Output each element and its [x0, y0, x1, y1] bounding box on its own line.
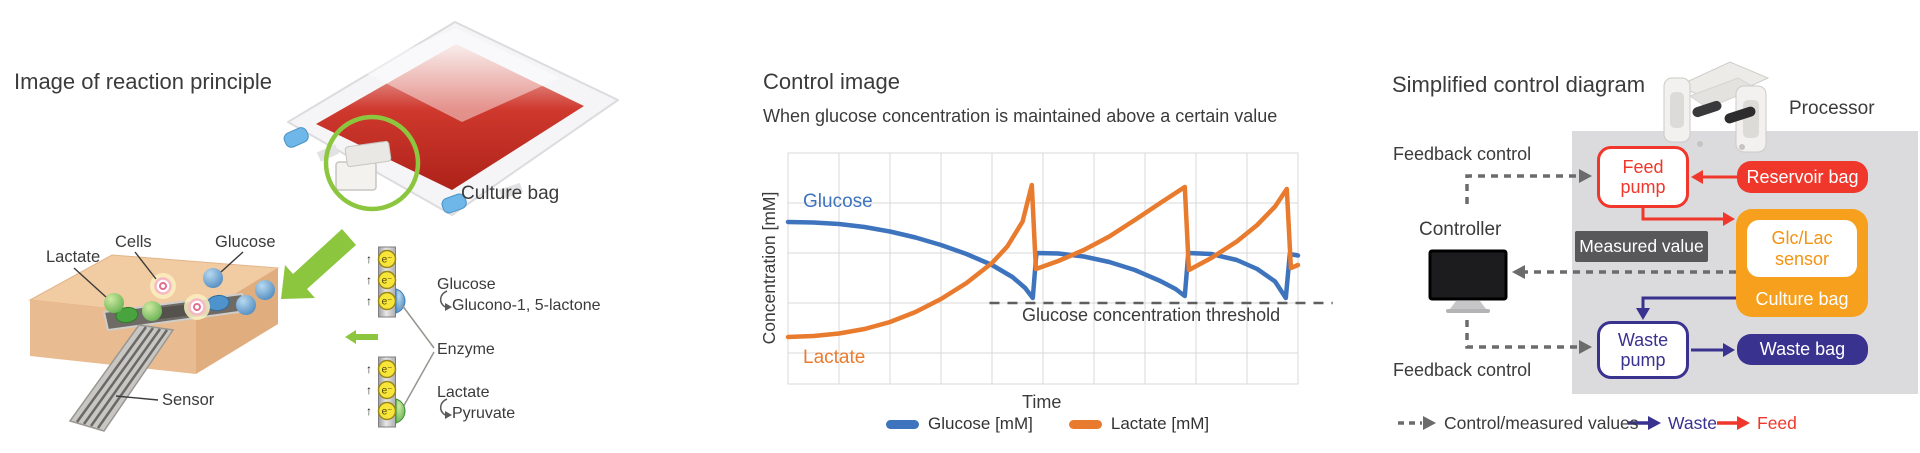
- culture-bag-label: Culture bag: [461, 183, 560, 204]
- legend-lactate-label: Lactate [mM]: [1110, 414, 1210, 433]
- diagram-title: Simplified control diagram: [1392, 72, 1646, 97]
- threshold-label: Glucose concentration threshold: [1022, 305, 1281, 325]
- feed-pump-node: Feed pump: [1597, 146, 1689, 208]
- legend-feed-arrow-icon: [1737, 416, 1750, 430]
- electron-icon: e⁻: [377, 270, 397, 290]
- sensor-label: Sensor: [162, 391, 215, 409]
- chart-legend: Glucose [mM] Lactate [mM]: [886, 414, 1209, 434]
- legend-feed-label: Feed: [1757, 413, 1797, 433]
- glucose-label: Glucose: [215, 233, 276, 251]
- controller-monitor-icon: [1428, 249, 1508, 313]
- glucose-molecule-icon: [203, 268, 223, 288]
- plot-border: [787, 152, 1299, 385]
- reservoir-bag-node: Reservoir bag: [1737, 161, 1868, 193]
- y-axis-label: Concentration [mM]: [758, 191, 779, 345]
- culture-bag-node: Glc/Lac sensor Culture bag: [1736, 209, 1868, 317]
- lactate-electrode-illustration: e⁻ e⁻ e⁻ ↑ ↑ ↑: [366, 356, 452, 428]
- svg-text:e⁻: e⁻: [382, 386, 393, 397]
- processor-label: Processor: [1789, 98, 1875, 119]
- electron-icon: e⁻: [377, 249, 397, 269]
- electron-icon: e⁻: [377, 359, 397, 379]
- cell-icon: [150, 273, 176, 299]
- legend-control-arrow-icon: [1423, 416, 1436, 430]
- feedback-control-bottom-label: Feedback control: [1393, 360, 1532, 380]
- measured-arrowhead-icon: [1512, 265, 1525, 279]
- enzyme-label: Enzyme: [437, 341, 495, 358]
- cell-icon: [184, 294, 210, 320]
- glclac-sensor-node: Glc/Lac sensor: [1747, 220, 1857, 277]
- reaction-glucose-label: Glucose: [437, 276, 496, 293]
- up-arrow-icon: ↑: [366, 252, 372, 266]
- up-arrow-icon: ↑: [366, 362, 372, 376]
- left-panel-title: Image of reaction principle: [14, 69, 273, 94]
- reaction-glucono-label: Glucono-1, 5-lactone: [452, 297, 601, 314]
- waste-arrowhead-icon: [1723, 343, 1735, 357]
- reaction-curve-icon: [439, 398, 448, 416]
- cells-label: Cells: [115, 233, 152, 251]
- svg-text:e⁻: e⁻: [382, 255, 393, 266]
- zoom-arrow-icon: [281, 229, 356, 299]
- bag-port-icon: [441, 193, 467, 214]
- lactate-molecule-icon: [104, 293, 124, 313]
- processor-pump-image: [1663, 61, 1770, 153]
- electron-icon: e⁻: [377, 380, 397, 400]
- controller-label: Controller: [1419, 219, 1502, 240]
- svg-text:e⁻: e⁻: [382, 276, 393, 287]
- lactate-molecule-icon: [142, 301, 162, 321]
- bag-port-icon: [283, 127, 309, 148]
- svg-text:e⁻: e⁻: [382, 407, 393, 418]
- up-arrow-icon: ↑: [366, 383, 372, 397]
- waste-arrowhead-icon: [1636, 308, 1650, 320]
- control-arrowhead-icon: [1579, 169, 1592, 183]
- waste-bag-node: Waste bag: [1737, 334, 1868, 365]
- x-axis-label: Time: [1022, 392, 1062, 412]
- up-arrow-icon: ↑: [366, 404, 372, 418]
- diagram-arrows: [1398, 169, 1750, 430]
- legend-glucose-label: Glucose [mM]: [928, 414, 1033, 433]
- feed-arrowhead-icon: [1691, 170, 1703, 184]
- electron-icon: e⁻: [377, 291, 397, 311]
- lactate-enzyme-dome-icon: [395, 398, 406, 424]
- waste-pump-node: Waste pump: [1597, 321, 1689, 379]
- sensor-chip-illustration: [28, 251, 280, 432]
- reaction-lactate-label: Lactate: [437, 384, 490, 401]
- reaction-pyruvate-label: Pyruvate: [452, 405, 516, 422]
- control-arrowhead-icon: [1579, 340, 1592, 354]
- chart-subtitle: When glucose concentration is maintained…: [763, 106, 1278, 126]
- legend-item-lactate: Lactate [mM]: [1068, 414, 1210, 434]
- legend-waste-arrow-icon: [1648, 416, 1661, 430]
- glucose-molecule-icon: [255, 280, 275, 300]
- glucose-series-label: Glucose: [803, 191, 873, 212]
- reaction-curve-icon: [439, 290, 448, 308]
- culture-bag-node-label: Culture bag: [1755, 289, 1849, 309]
- up-arrow-icon: ↑: [366, 294, 372, 308]
- up-arrow-icon: ↑: [366, 273, 372, 287]
- concentration-chart: [785, 152, 1333, 385]
- lactate-enzyme-pad-icon: [115, 306, 139, 324]
- electron-icon: e⁻: [377, 401, 397, 421]
- glucose-enzyme-dome-icon: [395, 288, 406, 314]
- culture-bag-illustration: [283, 21, 619, 216]
- feedback-control-top-label: Feedback control: [1393, 144, 1532, 164]
- legend-item-glucose: Glucose [mM]: [886, 414, 1033, 434]
- svg-text:e⁻: e⁻: [382, 297, 393, 308]
- chart-title: Control image: [763, 69, 900, 94]
- lactate-swatch-icon: [1068, 419, 1102, 429]
- feed-arrowhead-icon: [1723, 212, 1735, 226]
- flow-arrow-icon: [345, 330, 378, 344]
- legend-control-label: Control/measured values: [1444, 413, 1639, 433]
- lactate-label: Lactate: [46, 248, 101, 266]
- series-line-lactate: [785, 182, 1301, 340]
- legend-waste-label: Waste: [1668, 413, 1717, 433]
- glucose-molecule-icon: [236, 295, 256, 315]
- lactate-series-label: Lactate: [803, 347, 866, 368]
- glucose-swatch-icon: [886, 419, 919, 429]
- highlight-circle-icon: [323, 114, 421, 212]
- measured-value-badge: Measured value: [1575, 231, 1708, 262]
- svg-text:e⁻: e⁻: [382, 365, 393, 376]
